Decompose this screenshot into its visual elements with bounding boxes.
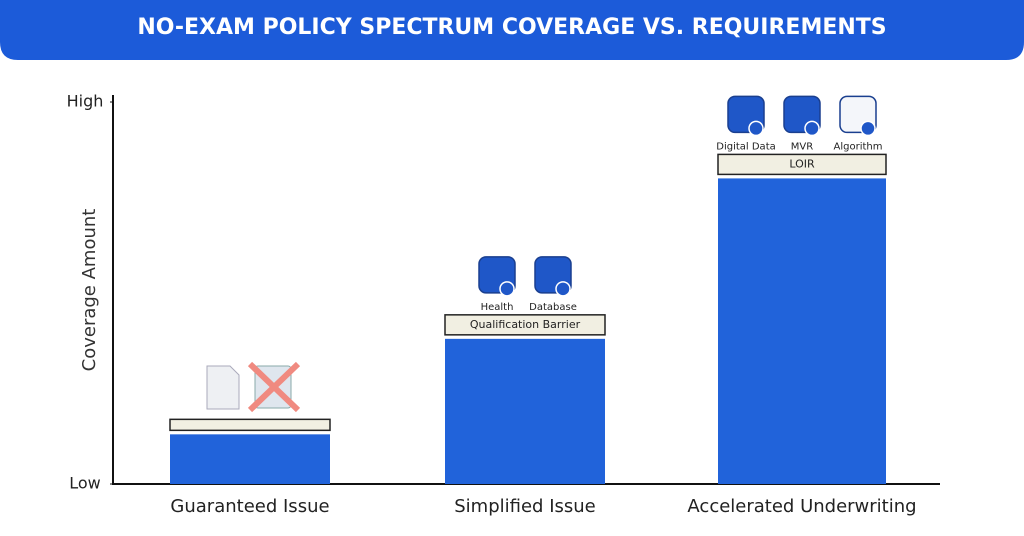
icon-detail <box>860 120 876 137</box>
x-tick-label: Accelerated Underwriting <box>687 496 916 517</box>
icon-label: Health <box>481 302 514 313</box>
icon-label: Algorithm <box>834 141 883 152</box>
x-tick-label: Simplified Issue <box>454 496 596 517</box>
chart-title: NO-EXAM POLICY SPECTRUM COVERAGE VS. REQ… <box>137 15 886 40</box>
barrier-label: LOIR <box>789 157 815 170</box>
barrier-box <box>444 314 606 336</box>
icon-detail <box>748 120 764 137</box>
y-axis-label: Coverage Amount <box>79 209 100 372</box>
document-icon <box>206 365 240 410</box>
y-tick-label: Low <box>69 474 101 493</box>
bar <box>718 178 886 484</box>
icon-detail <box>555 281 571 297</box>
barrier-box <box>169 418 331 432</box>
icon-detail <box>804 120 820 137</box>
icon-detail <box>499 281 515 297</box>
x-tick-label: Guaranteed Issue <box>170 496 329 517</box>
barrier-label: Qualification Barrier <box>470 318 581 331</box>
icon-label: Database <box>529 302 577 313</box>
bar <box>170 434 330 484</box>
title-banner <box>0 0 1024 60</box>
barrier-box <box>717 153 887 176</box>
gi-icons <box>206 361 301 413</box>
cross-icon <box>247 361 301 413</box>
bar <box>445 338 605 484</box>
icon-label: Digital Data <box>716 141 776 152</box>
y-tick-label: High <box>67 92 104 111</box>
icon-label: MVR <box>791 141 813 152</box>
